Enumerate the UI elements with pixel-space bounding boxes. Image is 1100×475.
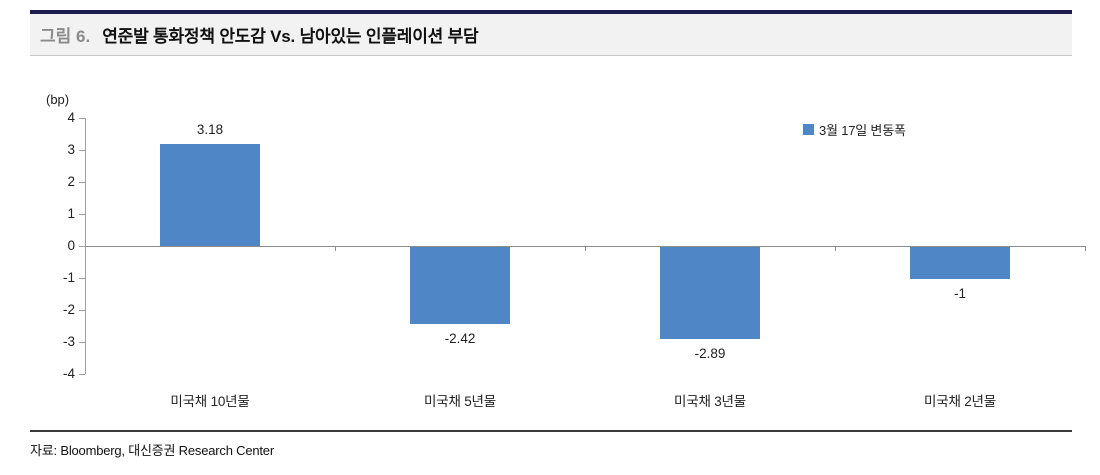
figure-label: 그림 6.	[40, 27, 91, 46]
y-axis-tick	[79, 246, 85, 247]
bar	[660, 247, 760, 340]
figure-header: 그림 6. 연준발 통화정책 안도감 Vs. 남아있는 인플레이션 부담	[30, 14, 1072, 56]
x-axis-tick	[585, 246, 586, 251]
footer-divider	[30, 430, 1072, 432]
y-axis-tick-label: -3	[62, 334, 75, 349]
y-axis-tick-label: 0	[67, 238, 75, 253]
category-label: 미국채 3년물	[674, 394, 746, 409]
x-axis-tick	[835, 246, 836, 251]
y-axis-tick-label: -4	[62, 366, 75, 381]
bar	[160, 144, 260, 246]
y-axis-tick	[79, 214, 85, 215]
legend-swatch-icon	[803, 124, 814, 135]
figure-title: 연준발 통화정책 안도감 Vs. 남아있는 인플레이션 부담	[102, 27, 479, 46]
y-axis-tick	[79, 278, 85, 279]
x-axis-tick	[335, 246, 336, 251]
bar-value-label: -2.89	[694, 346, 726, 362]
legend-label: 3월 17일 변동폭	[819, 123, 906, 138]
category-label: 미국채 10년물	[170, 394, 250, 409]
chart-legend: 3월 17일 변동폭	[803, 120, 906, 139]
y-axis-tick	[79, 342, 85, 343]
y-axis-tick	[79, 150, 85, 151]
y-axis-tick-label: 2	[67, 174, 75, 189]
x-axis-tick	[1085, 246, 1086, 251]
y-axis-tick-label: 4	[67, 110, 75, 125]
y-axis-unit-label: (bp)	[46, 92, 70, 107]
top-divider	[30, 10, 1072, 14]
plot-area: 4 3 2 1 0 -1 -2 -3 -4 3.18 미국채 10년물 -2.42 미국채 5년물 -2.…	[63, 110, 1086, 409]
y-axis-tick	[79, 310, 85, 311]
category-label: 미국채 2년물	[924, 394, 996, 409]
bar-value-label: -2.42	[444, 331, 476, 347]
y-axis-tick	[79, 182, 85, 183]
bar	[910, 247, 1010, 279]
category-label: 미국채 5년물	[424, 394, 496, 409]
y-axis-tick	[79, 374, 85, 375]
y-axis-tick-label: -2	[62, 302, 75, 317]
y-axis-tick-label: 1	[67, 206, 75, 221]
y-axis-tick-label: -1	[62, 270, 75, 285]
source-note: 자료: Bloomberg, 대신증권 Research Center	[30, 443, 274, 458]
y-axis-tick-label: 3	[67, 142, 75, 157]
bar-value-label: 3.18	[196, 122, 224, 138]
bar	[410, 247, 510, 325]
bar-value-label: -1	[953, 286, 966, 301]
y-axis-tick	[79, 118, 85, 119]
bar-chart: (bp) 3월 17일 변동폭 4 3 2 1 0 -1 -2 -3 -4 3.18 미국채 10년…	[0, 90, 1100, 420]
